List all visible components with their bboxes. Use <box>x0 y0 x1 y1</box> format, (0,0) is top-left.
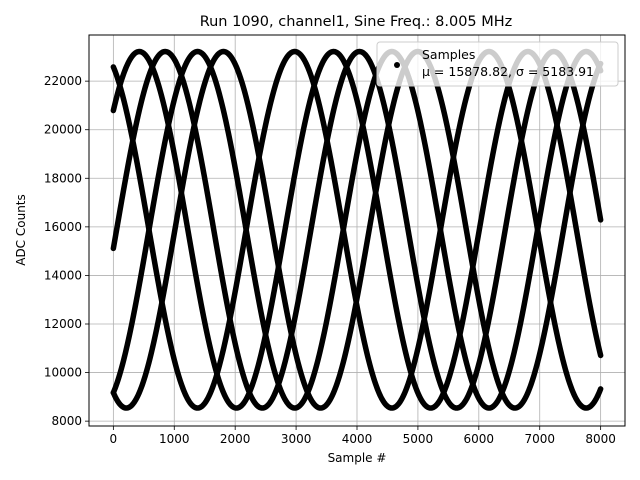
y-tick-label: 10000 <box>44 366 82 380</box>
x-tick-label: 7000 <box>524 432 555 446</box>
x-tick-label: 6000 <box>464 432 495 446</box>
sample-series-5 <box>110 48 604 411</box>
x-tick-label: 4000 <box>342 432 373 446</box>
y-tick-label: 14000 <box>44 268 82 282</box>
legend-label: Samples <box>422 47 475 62</box>
legend-box <box>376 41 619 87</box>
x-tick-label: 5000 <box>403 432 434 446</box>
sample-series-4 <box>110 48 604 411</box>
y-ticks: 8000 10000 12000 14000 16000 18000 20000 22000 <box>44 74 89 428</box>
x-tick-label: 1000 <box>159 432 190 446</box>
y-tick-label: 12000 <box>44 317 82 331</box>
legend-stats: μ = 15878.82, σ = 5183.91 <box>422 64 594 79</box>
x-tick-label: 2000 <box>220 432 251 446</box>
y-tick-label: 18000 <box>44 171 82 185</box>
legend: Samples μ = 15878.82, σ = 5183.91 <box>376 41 619 87</box>
x-tick-label: 0 <box>110 432 118 446</box>
chart-title: Run 1090, channel1, Sine Freq.: 8.005 MH… <box>200 14 513 30</box>
plot-area: 0 1000 2000 3000 4000 5000 6000 7000 8000 8000 10… <box>44 34 626 446</box>
y-axis-label: ADC Counts <box>14 194 28 266</box>
x-tick-label: 8000 <box>585 432 616 446</box>
legend-marker <box>394 62 400 68</box>
y-tick-label: 8000 <box>51 414 82 428</box>
y-tick-label: 20000 <box>44 123 82 137</box>
y-tick-label: 16000 <box>44 220 82 234</box>
x-axis-label: Sample # <box>328 451 387 465</box>
x-tick-label: 3000 <box>281 432 312 446</box>
y-tick-label: 22000 <box>44 74 82 88</box>
x-ticks: 0 1000 2000 3000 4000 5000 6000 7000 8000 <box>110 426 616 446</box>
